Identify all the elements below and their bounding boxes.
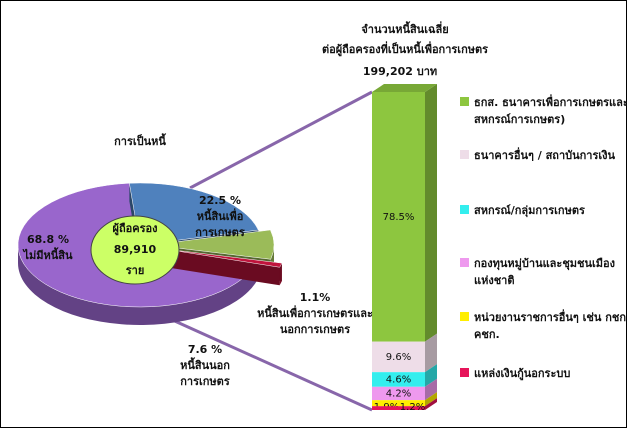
- pie-slice: [163, 248, 283, 268]
- legend-swatch: [460, 205, 469, 214]
- legend-label: แหล่งเงินกู้นอกระบบ: [474, 367, 571, 380]
- legend-label: ธนาคารอื่นๆ / สถาบันการเงิน: [474, 149, 616, 162]
- bar-segment: [372, 372, 425, 387]
- legend-label: สหกรณ์/กลุ่มการเกษตร: [474, 204, 585, 217]
- center-label: 89,910: [114, 243, 157, 256]
- value-label: 68.8 %: [27, 233, 69, 246]
- category-label: หนี้สินเพื่อการเกษตร: [195, 210, 245, 239]
- pie-slice: [151, 229, 275, 260]
- bar-segment: [372, 92, 425, 342]
- bar-subtitle: 199,202 บาท: [363, 65, 437, 78]
- bar-side: [425, 392, 437, 407]
- legend-item: กองทุนหมู่บ้านและชุมชนเมืองแห่งชาติ: [460, 255, 627, 289]
- bar-side: [425, 378, 437, 401]
- connector: [189, 90, 373, 190]
- bar-side: [425, 333, 437, 373]
- legend-swatch: [460, 150, 469, 159]
- legend-item: ธนาคารอื่นๆ / สถาบันการเงิน: [460, 147, 627, 164]
- value-label: 9.6%: [386, 352, 411, 363]
- bar-segment: [372, 406, 425, 410]
- legend-item: แหล่งเงินกู้นอกระบบ: [460, 365, 627, 382]
- pie-title: การเป็นหนี้: [114, 133, 166, 148]
- value-label: 78.5%: [383, 212, 415, 223]
- center-label: ราย: [126, 264, 145, 277]
- legend-item: ธกส. ธนาคารเพื่อการเกษตรและสหกรณ์การเกษต…: [460, 94, 627, 128]
- bar-top: [372, 84, 437, 92]
- value-label: 22.5 %: [199, 194, 241, 207]
- value-label: 4.2%: [386, 388, 411, 399]
- legend-swatch: [460, 97, 469, 106]
- value-label: 1.2%: [400, 402, 425, 413]
- legend-label: หน่วยงานราชการอื่นๆ เช่น กชก. คชก.: [474, 311, 627, 341]
- legend-item: หน่วยงานราชการอื่นๆ เช่น กชก. คชก.: [460, 309, 627, 343]
- bar-side: [425, 398, 437, 410]
- legend-label: กองทุนหมู่บ้านและชุมชนเมืองแห่งชาติ: [474, 257, 616, 287]
- bar-segment: [372, 400, 425, 407]
- category-label: ไม่มีหนี้สิน: [23, 249, 73, 262]
- bar-side: [425, 84, 437, 342]
- pie-side: [17, 245, 257, 325]
- legend-swatch: [460, 258, 469, 267]
- bar-segment: [372, 341, 425, 373]
- bar-side: [425, 364, 437, 387]
- legend-item: สหกรณ์/กลุ่มการเกษตร: [460, 202, 627, 219]
- category-label: หนี้สินเพื่อการเกษตรและนอกการเกษตร: [257, 307, 373, 336]
- legend-swatch: [460, 312, 469, 321]
- value-label: 1.1%: [299, 291, 331, 304]
- center-badge: [90, 215, 180, 285]
- value-label: 4.6%: [386, 374, 411, 385]
- center-label: ผู้ถือครอง: [113, 222, 158, 236]
- category-label: หนี้สินนอกการเกษตร: [180, 359, 230, 388]
- bar-title: จำนวนหนี้สินเฉลี่ย: [361, 21, 448, 36]
- bar-title: ต่อผู้ถือครองที่เป็นหนี้เพื่อการเกษตร: [322, 41, 488, 57]
- bar-segment: [372, 386, 425, 401]
- legend-label: ธกส. ธนาคารเพื่อการเกษตรและสหกรณ์การเกษต…: [474, 96, 627, 126]
- connector: [167, 316, 373, 412]
- pie-wall: [163, 248, 280, 286]
- value-label: 7.6 %: [187, 343, 223, 356]
- legend-swatch: [460, 368, 469, 377]
